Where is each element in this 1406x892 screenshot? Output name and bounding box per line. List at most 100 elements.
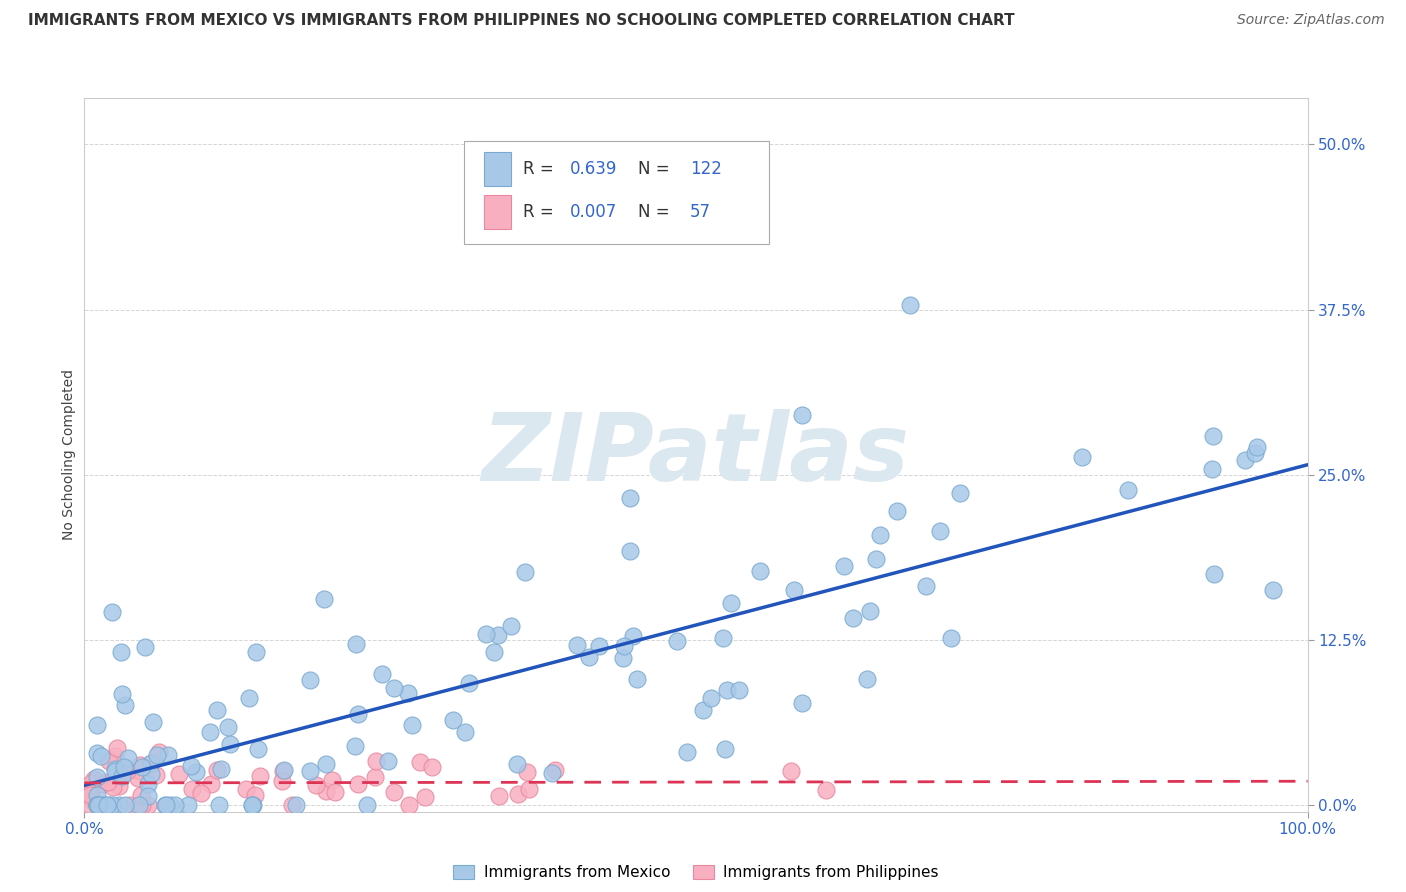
Point bbox=[312, 591, 335, 606]
Point bbox=[612, 651, 634, 665]
Point bbox=[1202, 566, 1225, 581]
Point bbox=[190, 786, 212, 800]
Point bbox=[420, 760, 443, 774]
Point bbox=[271, 774, 294, 789]
Point bbox=[205, 763, 228, 777]
Point bbox=[79, 798, 101, 813]
Text: N =: N = bbox=[638, 203, 675, 221]
Point bbox=[139, 757, 162, 772]
Point bbox=[101, 798, 124, 813]
Text: ZIPatlas: ZIPatlas bbox=[482, 409, 910, 501]
Point bbox=[441, 713, 464, 727]
Point bbox=[200, 777, 222, 791]
Point bbox=[169, 767, 191, 781]
Point bbox=[401, 718, 423, 732]
Point bbox=[298, 673, 321, 688]
Point bbox=[96, 775, 118, 789]
Point bbox=[112, 759, 135, 773]
Point bbox=[131, 759, 153, 773]
Point bbox=[240, 798, 263, 813]
Point bbox=[1116, 483, 1139, 498]
Point bbox=[398, 798, 420, 813]
Point bbox=[83, 772, 105, 786]
Point bbox=[347, 707, 370, 722]
Point bbox=[396, 686, 419, 700]
Point bbox=[666, 633, 689, 648]
Point bbox=[273, 763, 295, 777]
Point bbox=[87, 798, 110, 813]
Point bbox=[120, 798, 142, 813]
Point bbox=[700, 691, 723, 706]
Point bbox=[105, 741, 128, 756]
Point bbox=[136, 798, 159, 813]
Point bbox=[865, 552, 887, 566]
Point bbox=[177, 798, 200, 813]
Point bbox=[832, 559, 855, 574]
Point bbox=[217, 720, 239, 734]
FancyBboxPatch shape bbox=[464, 141, 769, 244]
Point bbox=[869, 528, 891, 542]
Point bbox=[107, 798, 129, 813]
Point bbox=[136, 789, 159, 803]
Point bbox=[898, 297, 921, 311]
Point bbox=[101, 605, 124, 619]
Point bbox=[475, 627, 498, 641]
Point bbox=[567, 638, 589, 652]
Point bbox=[145, 768, 167, 782]
Point bbox=[544, 763, 567, 777]
Point bbox=[181, 781, 204, 796]
Point bbox=[148, 745, 170, 759]
Point bbox=[136, 777, 159, 791]
Point bbox=[243, 789, 266, 803]
Point bbox=[101, 780, 124, 794]
Point bbox=[626, 672, 648, 686]
Point bbox=[242, 798, 264, 813]
Point bbox=[79, 788, 101, 802]
Point bbox=[1202, 429, 1225, 443]
Point bbox=[247, 742, 270, 756]
Point bbox=[499, 618, 522, 632]
Point bbox=[692, 703, 714, 717]
Point bbox=[108, 779, 131, 793]
Point bbox=[111, 687, 134, 701]
Point bbox=[97, 798, 120, 813]
Point bbox=[86, 718, 108, 732]
Point bbox=[413, 789, 436, 804]
Point bbox=[384, 681, 406, 695]
Point bbox=[915, 579, 938, 593]
Point bbox=[377, 754, 399, 768]
Text: 0.639: 0.639 bbox=[569, 160, 617, 178]
Point bbox=[716, 683, 738, 698]
Point bbox=[80, 793, 103, 807]
Point bbox=[134, 640, 156, 655]
Point bbox=[344, 637, 367, 651]
Point bbox=[209, 762, 232, 776]
Text: R =: R = bbox=[523, 203, 560, 221]
Point bbox=[155, 798, 177, 813]
Point bbox=[91, 798, 114, 813]
Point bbox=[720, 596, 742, 610]
Point bbox=[128, 798, 150, 813]
Point bbox=[1244, 446, 1267, 460]
Point bbox=[131, 788, 153, 802]
Point bbox=[506, 757, 529, 772]
Point bbox=[86, 798, 108, 813]
Point bbox=[281, 797, 304, 812]
Point bbox=[1263, 583, 1285, 598]
Point bbox=[129, 758, 152, 772]
Point bbox=[198, 724, 221, 739]
Point bbox=[86, 770, 108, 784]
FancyBboxPatch shape bbox=[484, 152, 512, 186]
Point bbox=[235, 782, 257, 797]
Point bbox=[91, 777, 114, 791]
Point bbox=[86, 798, 108, 813]
Point bbox=[366, 754, 388, 768]
Point bbox=[370, 666, 392, 681]
Legend: Immigrants from Mexico, Immigrants from Philippines: Immigrants from Mexico, Immigrants from … bbox=[447, 859, 945, 886]
Point bbox=[486, 627, 509, 641]
Point bbox=[454, 725, 477, 739]
Point bbox=[96, 798, 118, 813]
Point bbox=[513, 565, 536, 579]
Point bbox=[79, 780, 101, 794]
Text: N =: N = bbox=[638, 160, 675, 178]
